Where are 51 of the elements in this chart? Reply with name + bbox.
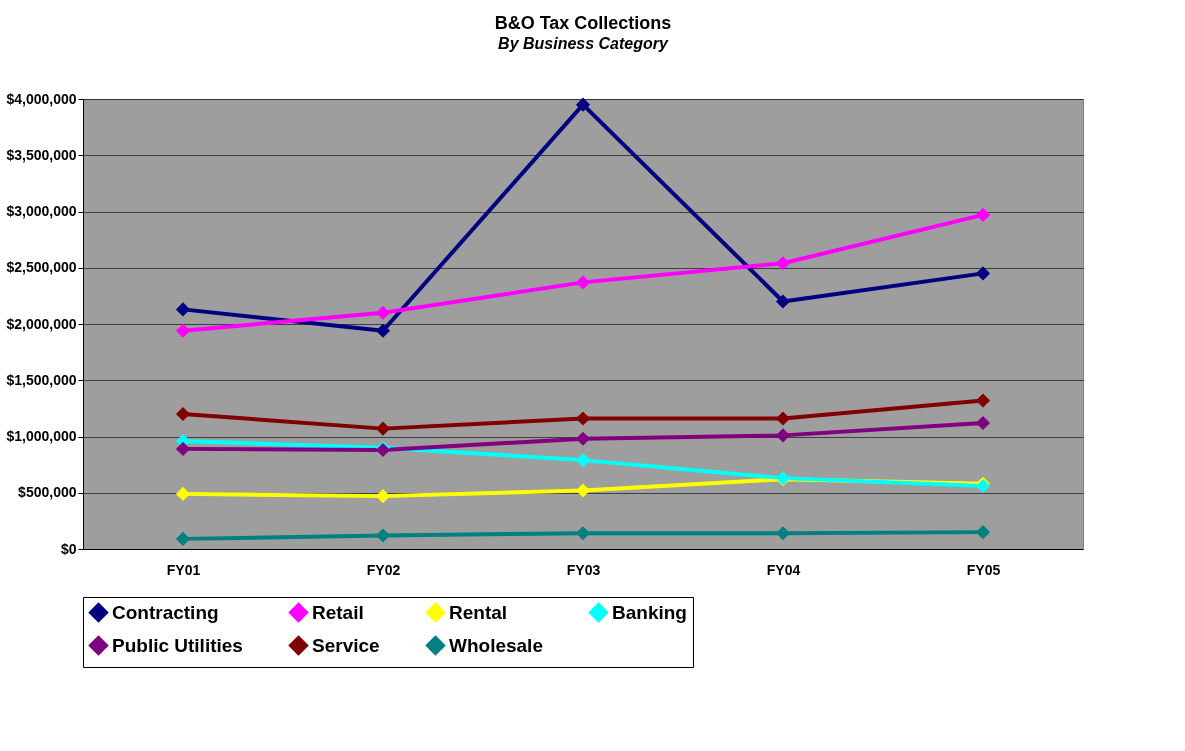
x-tick-label: FY02	[366, 561, 401, 578]
point	[575, 526, 591, 541]
point	[175, 441, 191, 456]
chart-subtitle: By Business Category	[498, 35, 670, 52]
point	[775, 526, 791, 541]
point	[175, 531, 191, 546]
point	[375, 305, 391, 320]
y-tick-label: $1,500,000	[6, 371, 77, 388]
y-tick-label: $4,000,000	[6, 90, 77, 107]
point	[575, 431, 591, 446]
point	[975, 525, 991, 540]
point	[775, 411, 791, 426]
point	[375, 489, 391, 504]
x-tick-label: FY04	[766, 561, 801, 578]
point	[975, 415, 991, 431]
y-tick-label: $3,500,000	[6, 146, 77, 163]
point	[775, 294, 791, 309]
legend-label: Service	[312, 634, 380, 656]
point	[975, 393, 991, 408]
point	[575, 483, 591, 498]
point	[975, 266, 991, 281]
point	[775, 428, 791, 443]
point	[375, 323, 391, 338]
x-tick-label: FY01	[166, 561, 201, 578]
point	[175, 406, 191, 422]
legend-label: Wholesale	[449, 634, 543, 656]
point	[175, 486, 191, 501]
legend-label: Rental	[449, 601, 508, 623]
point	[375, 421, 391, 436]
point	[575, 453, 591, 468]
y-tick-label: $500,000	[18, 484, 77, 501]
point	[975, 207, 991, 222]
x-tick-label: FY03	[566, 561, 601, 578]
point	[375, 528, 391, 543]
y-tick-label: $2,000,000	[6, 315, 77, 332]
point	[575, 411, 591, 426]
y-tick-label: $3,000,000	[6, 203, 77, 219]
x-tick-label: FY05	[966, 561, 1001, 578]
y-tick-label: $1,000,000	[6, 428, 77, 444]
legend-label: Public Utilities	[112, 634, 243, 656]
point	[575, 275, 591, 290]
point	[775, 256, 791, 271]
point	[175, 302, 191, 317]
point	[175, 323, 191, 338]
chart-title: B&O Tax Collections	[494, 13, 672, 33]
legend-label: Contracting	[112, 601, 219, 623]
legend-label: Retail	[312, 601, 364, 623]
y-tick-label: $0	[60, 540, 77, 557]
legend-label: Banking	[612, 601, 687, 623]
y-tick-label: $2,500,000	[6, 259, 77, 276]
point	[575, 97, 591, 112]
